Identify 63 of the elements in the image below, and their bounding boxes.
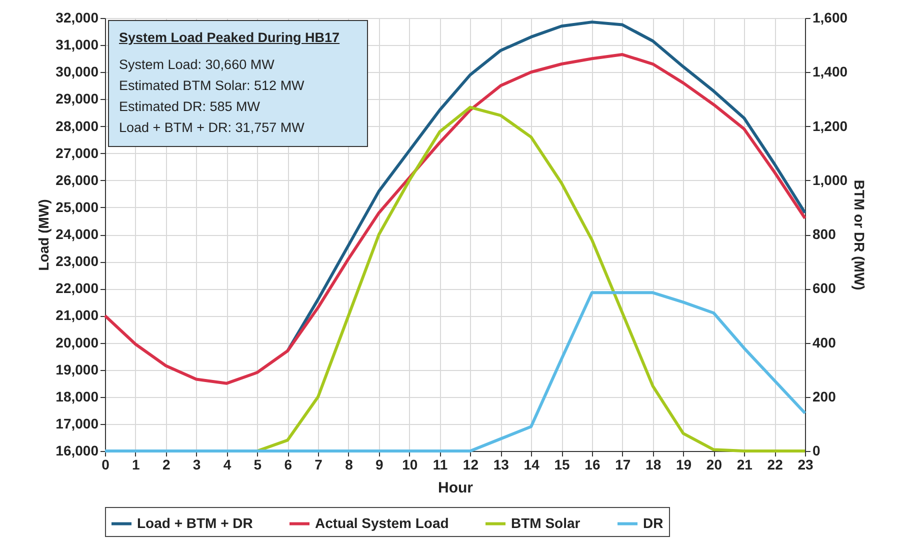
- x-tick-label: 4: [223, 456, 232, 472]
- x-tick-label: 0: [102, 456, 110, 472]
- x-tick-label: 15: [554, 456, 570, 472]
- y-axis-title: Load (MW): [36, 199, 52, 271]
- legend-label: BTM Solar: [511, 514, 581, 531]
- x-tick-label: 13: [493, 456, 510, 472]
- y2-tick-label: 400: [812, 334, 836, 350]
- x-tick-label: 5: [254, 456, 262, 472]
- annotation: Load + BTM + DR: 31,757 MW: [119, 119, 306, 137]
- y-tick-label: 24,000: [56, 226, 99, 242]
- x-tick-label: 8: [345, 456, 354, 472]
- x-tick-label: 21: [736, 456, 753, 472]
- x-tick-label: 20: [706, 456, 722, 472]
- y-tick-label: 27,000: [56, 144, 99, 161]
- y-tick-label: 19,000: [56, 361, 99, 378]
- y-tick-label: 16,000: [56, 442, 99, 458]
- x-tick-label: 3: [192, 456, 201, 472]
- x-tick-label: 18: [646, 456, 662, 472]
- x-tick-label: 9: [376, 456, 384, 472]
- legend-label: Load + BTM + DR: [137, 514, 253, 531]
- x-tick-label: 1: [132, 456, 140, 472]
- y-tick-label: 23,000: [56, 253, 99, 270]
- x-tick-label: 6: [284, 456, 292, 472]
- legend-label: Actual System Load: [315, 514, 449, 531]
- y-tick-label: 21,000: [56, 307, 99, 324]
- y-tick-label: 29,000: [56, 90, 99, 107]
- annotation: System Load: 30,660 MW: [119, 56, 276, 74]
- y2-tick-label: 1,600: [812, 10, 848, 26]
- legend-label: DR: [643, 514, 664, 531]
- annotation: Estimated BTM Solar: 512 MW: [119, 77, 306, 95]
- y-tick-label: 31,000: [56, 36, 99, 53]
- x-axis-title: Hour: [438, 480, 474, 496]
- y2-tick-label: 800: [812, 226, 836, 242]
- x-tick-label: 17: [615, 456, 631, 472]
- y-tick-label: 30,000: [56, 64, 99, 80]
- x-tick-label: 14: [524, 456, 540, 472]
- y-tick-label: 18,000: [56, 388, 99, 404]
- annotation: Estimated DR: 585 MW: [119, 98, 262, 116]
- y-tick-label: 26,000: [56, 172, 99, 188]
- y-tick-label: 32,000: [56, 10, 99, 26]
- x-tick-label: 11: [432, 456, 448, 472]
- x-tick-label: 23: [798, 456, 814, 472]
- y2-tick-label: 600: [812, 280, 836, 296]
- x-tick-label: 7: [314, 456, 323, 472]
- y-tick-label: 25,000: [56, 198, 99, 215]
- x-tick-label: 19: [676, 456, 692, 472]
- y2-tick-label: 1,000: [812, 172, 848, 188]
- y2-tick-label: 1,400: [812, 64, 848, 80]
- y-tick-label: 22,000: [56, 280, 99, 296]
- x-tick-label: 10: [402, 456, 418, 472]
- y2-tick-label: 0: [812, 442, 820, 458]
- y2-axis-title: BTM or DR (MW): [852, 180, 868, 290]
- x-tick-label: 22: [767, 456, 784, 472]
- y2-tick-label: 1,200: [812, 118, 848, 134]
- x-tick-label: 16: [584, 456, 600, 472]
- y-tick-label: 20,000: [56, 334, 99, 350]
- x-tick-label: 12: [462, 456, 479, 472]
- line-series: [104, 53, 806, 385]
- y-tick-label: 28,000: [56, 118, 99, 134]
- x-tick-label: 2: [162, 456, 170, 472]
- y-tick-label: 17,000: [56, 415, 99, 432]
- annotation: System Load Peaked During HB17: [119, 29, 341, 47]
- y2-tick-label: 200: [812, 388, 836, 404]
